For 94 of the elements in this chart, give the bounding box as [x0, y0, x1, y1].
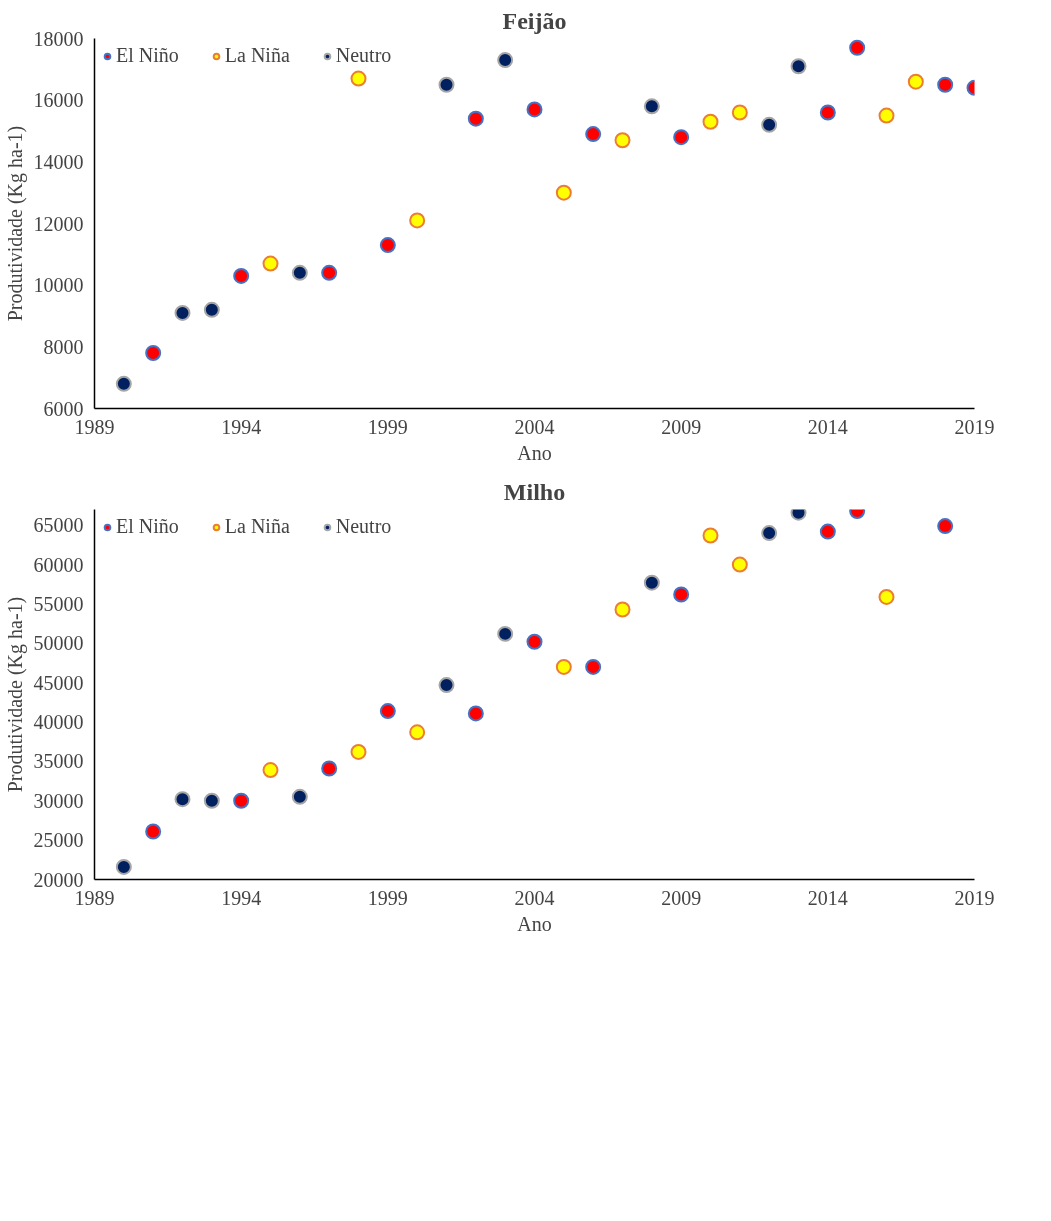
legend-label: Neutro	[335, 44, 392, 67]
point	[291, 788, 308, 805]
point	[643, 574, 660, 591]
point	[585, 126, 602, 143]
point	[321, 760, 338, 777]
point	[526, 101, 543, 118]
point	[819, 104, 836, 121]
chart-title: Milho	[503, 478, 566, 505]
y-tick-label: 12000	[33, 212, 84, 235]
legend-label: El Niño	[116, 515, 179, 538]
point	[585, 658, 602, 675]
point	[731, 104, 748, 121]
point	[115, 375, 132, 392]
x-tick-label: 2004	[514, 415, 555, 438]
point	[937, 76, 954, 93]
point	[379, 237, 396, 254]
point	[555, 184, 572, 201]
y-tick-label: 50000	[33, 632, 84, 655]
point	[409, 212, 426, 229]
y-tick-label: 60000	[33, 553, 84, 576]
y-tick-label: 8000	[43, 335, 84, 358]
point	[761, 116, 778, 133]
point	[321, 264, 338, 281]
point	[526, 633, 543, 650]
legend-label: La Niña	[224, 515, 290, 538]
y-tick-label: 25000	[33, 829, 84, 852]
point	[643, 98, 660, 115]
point	[233, 792, 250, 809]
point	[467, 110, 484, 127]
x-tick-label: 2019	[954, 415, 995, 438]
point	[731, 556, 748, 573]
point	[878, 107, 895, 124]
x-axis-title: Ano	[517, 441, 552, 464]
point	[790, 58, 807, 75]
point	[614, 601, 631, 618]
point	[673, 586, 690, 603]
x-tick-label: 1999	[367, 415, 408, 438]
x-tick-label: 2004	[514, 886, 555, 909]
point	[203, 301, 220, 318]
point	[291, 264, 308, 281]
x-tick-label: 2009	[661, 415, 702, 438]
legend-label: El Niño	[116, 44, 179, 67]
point	[174, 304, 191, 321]
point	[262, 255, 279, 272]
point	[438, 76, 455, 93]
x-tick-label: 1999	[367, 886, 408, 909]
y-tick-label: 10000	[33, 274, 84, 297]
point	[350, 743, 367, 760]
point	[555, 658, 572, 675]
x-tick-label: 2014	[807, 415, 848, 438]
legend-label: La Niña	[224, 44, 290, 67]
point	[849, 39, 866, 56]
point	[409, 724, 426, 741]
x-tick-label: 1994	[221, 886, 262, 909]
point	[350, 70, 367, 87]
point	[819, 523, 836, 540]
x-tick-label: 2019	[954, 886, 995, 909]
point	[262, 762, 279, 779]
point	[203, 792, 220, 809]
point	[467, 705, 484, 722]
point	[497, 625, 514, 642]
point	[145, 823, 162, 840]
point	[497, 52, 514, 69]
chart-title: Feijão	[502, 7, 567, 34]
y-tick-label: 35000	[33, 750, 84, 773]
y-tick-label: 18000	[33, 27, 84, 50]
y-axis-title: Produtividade (Kg ha-1)	[3, 125, 27, 322]
point	[233, 267, 250, 284]
x-tick-label: 2009	[661, 886, 702, 909]
point	[174, 791, 191, 808]
point	[614, 132, 631, 149]
point	[379, 703, 396, 720]
y-tick-label: 65000	[33, 514, 84, 537]
point	[115, 858, 132, 875]
y-axis-title: Produtividade (Kg ha-1)	[3, 596, 27, 793]
x-tick-label: 1994	[221, 415, 262, 438]
y-tick-label: 16000	[33, 89, 84, 112]
legend-label: Neutro	[335, 515, 392, 538]
y-tick-label: 45000	[33, 671, 84, 694]
point	[937, 518, 954, 535]
point	[702, 113, 719, 130]
y-tick-label: 55000	[33, 592, 84, 615]
y-tick-label: 30000	[33, 789, 84, 812]
point	[145, 345, 162, 361]
point	[878, 588, 895, 605]
point	[761, 525, 778, 542]
point	[673, 129, 690, 146]
x-tick-label: 2014	[807, 886, 848, 909]
x-axis-title: Ano	[517, 912, 552, 935]
y-tick-label: 40000	[33, 711, 84, 734]
point	[702, 527, 719, 544]
point	[438, 677, 455, 694]
y-tick-label: 14000	[33, 150, 84, 173]
point	[907, 73, 924, 90]
